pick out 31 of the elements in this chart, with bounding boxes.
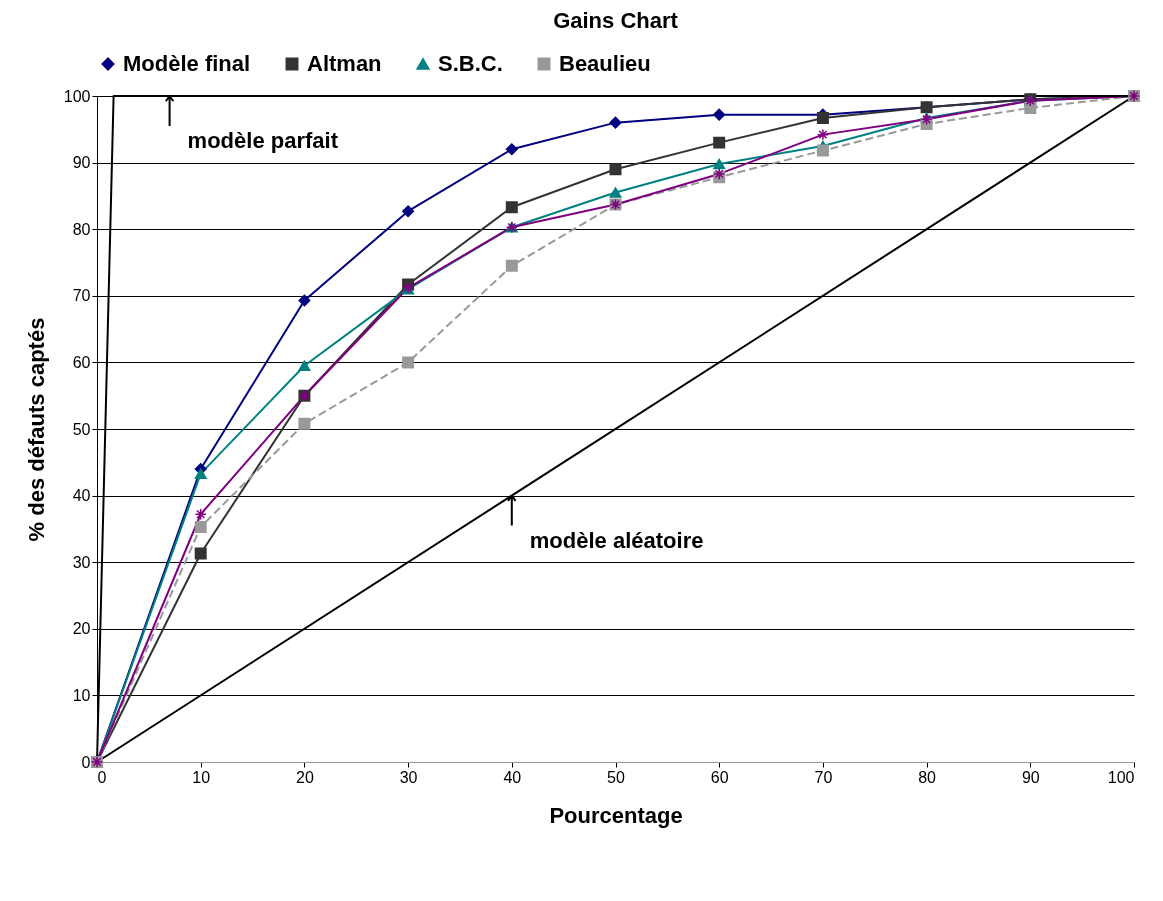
x-tick-label: 20 bbox=[296, 768, 314, 786]
y-tick-label: 10 bbox=[72, 686, 91, 704]
y-tick-label: 0 bbox=[81, 753, 91, 771]
annotation: modèle parfait bbox=[187, 128, 339, 153]
x-tick-label: 90 bbox=[1021, 768, 1040, 786]
y-tick-label: 20 bbox=[72, 620, 91, 638]
y-axis-title: % des défauts captés bbox=[23, 317, 49, 542]
x-tick-label: 10 bbox=[192, 768, 211, 786]
x-tick-label: 50 bbox=[607, 768, 625, 786]
y-tick-label: 40 bbox=[72, 487, 91, 505]
legend-label: Altman bbox=[307, 51, 382, 76]
x-tick-label: 80 bbox=[918, 768, 937, 786]
x-tick-label: 40 bbox=[503, 768, 522, 786]
y-tick-label: 100 bbox=[63, 87, 91, 105]
y-tick-label: 80 bbox=[72, 220, 91, 238]
legend-label: Modèle final bbox=[123, 51, 251, 76]
x-tick-label: 60 bbox=[710, 768, 729, 786]
y-tick-label: 50 bbox=[72, 420, 91, 438]
legend-label: Beaulieu bbox=[559, 51, 651, 76]
x-tick-label: 30 bbox=[399, 768, 418, 786]
x-tick-label: 0 bbox=[97, 768, 107, 786]
annotation: modèle aléatoire bbox=[529, 527, 704, 553]
x-tick-label: 100 bbox=[1107, 768, 1135, 786]
y-tick-label: 70 bbox=[72, 287, 91, 305]
chart-title: Gains Chart bbox=[553, 8, 679, 33]
y-tick-label: 90 bbox=[72, 154, 91, 172]
legend-label: S.B.C. bbox=[438, 51, 503, 76]
x-tick-label: 70 bbox=[814, 768, 833, 786]
y-tick-label: 60 bbox=[72, 353, 91, 371]
y-tick-label: 30 bbox=[72, 553, 91, 571]
x-axis-title: Pourcentage bbox=[549, 802, 683, 828]
